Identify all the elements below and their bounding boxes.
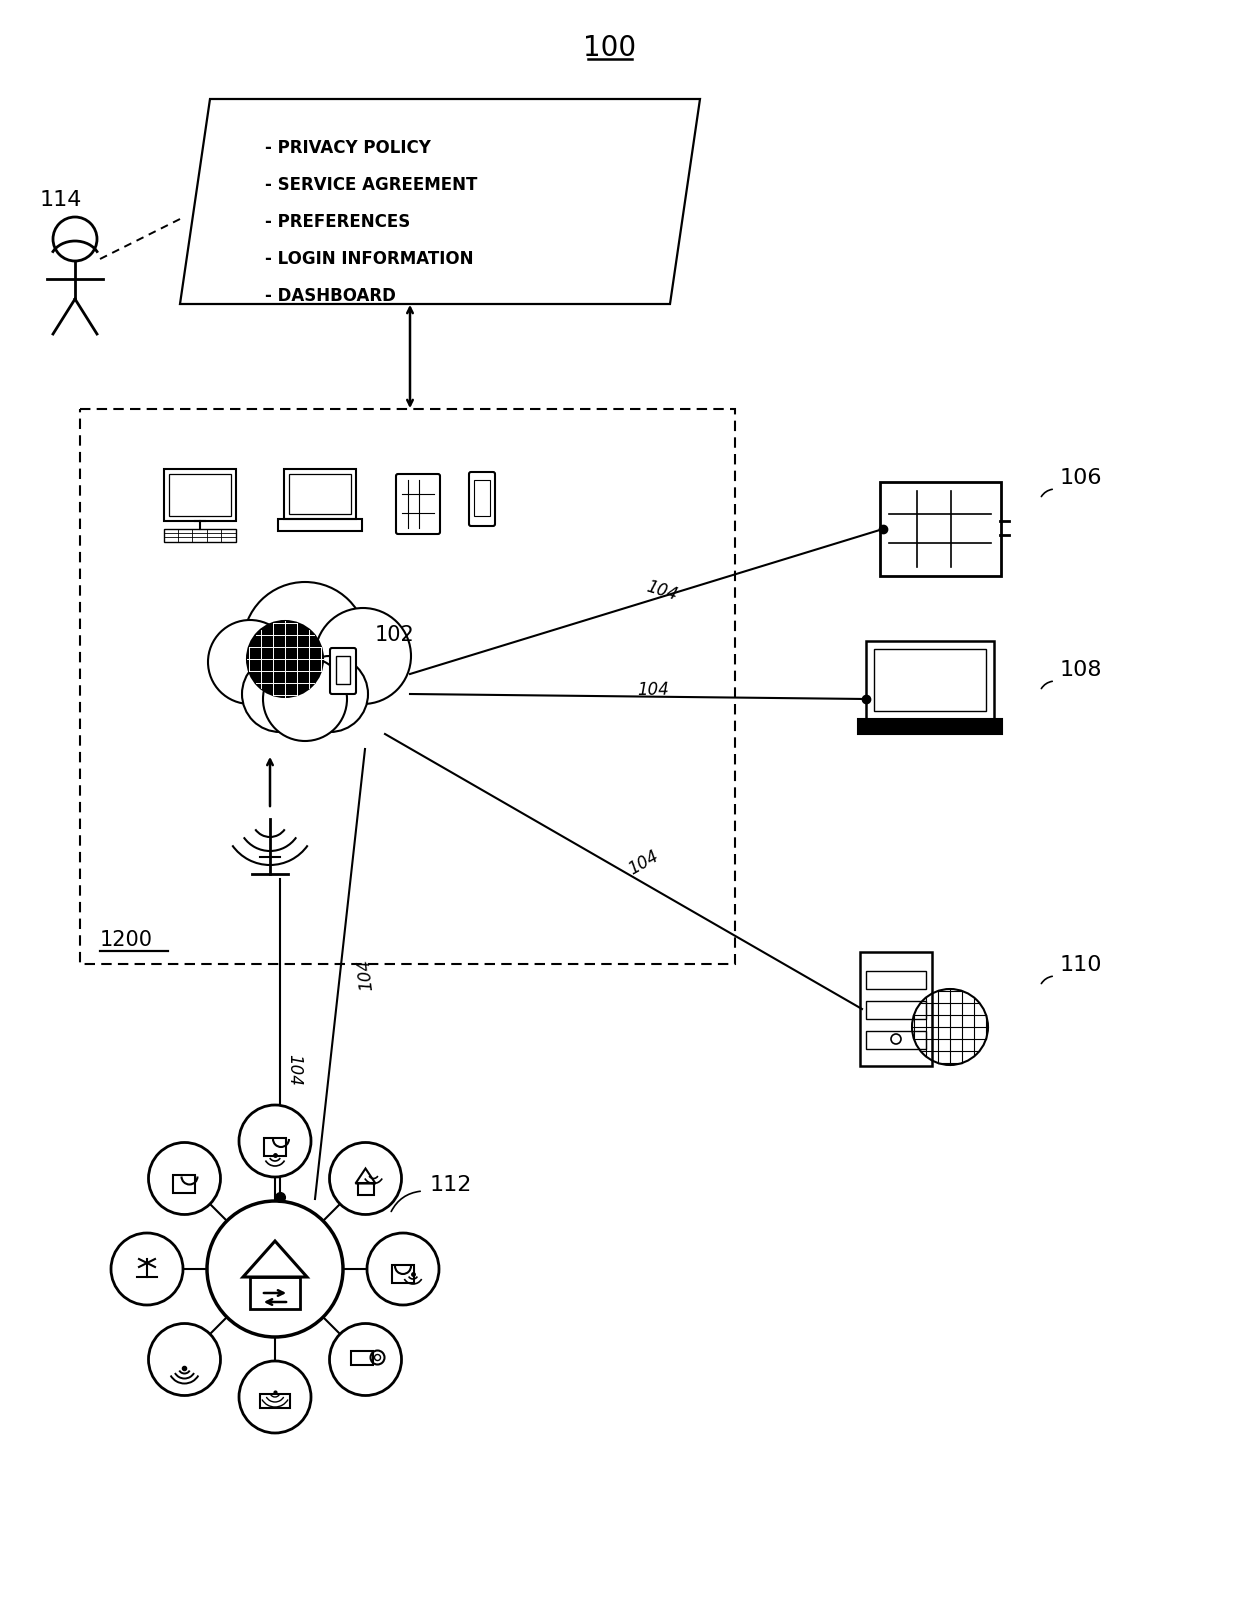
Text: 104: 104 bbox=[285, 1054, 303, 1085]
Text: 110: 110 bbox=[1060, 954, 1102, 975]
Circle shape bbox=[291, 657, 368, 733]
Text: - PRIVACY POLICY: - PRIVACY POLICY bbox=[265, 139, 430, 157]
Text: 104: 104 bbox=[637, 679, 670, 699]
Circle shape bbox=[112, 1233, 184, 1306]
FancyBboxPatch shape bbox=[858, 720, 1002, 734]
Text: 112: 112 bbox=[430, 1175, 472, 1194]
Circle shape bbox=[207, 1201, 343, 1336]
Text: 104: 104 bbox=[625, 846, 662, 878]
Circle shape bbox=[239, 1361, 311, 1433]
Text: 104: 104 bbox=[644, 576, 680, 604]
FancyBboxPatch shape bbox=[330, 649, 356, 694]
Circle shape bbox=[263, 657, 347, 741]
Circle shape bbox=[149, 1323, 221, 1396]
Circle shape bbox=[247, 621, 322, 697]
Text: - LOGIN INFORMATION: - LOGIN INFORMATION bbox=[265, 250, 474, 268]
Circle shape bbox=[242, 657, 317, 733]
Circle shape bbox=[149, 1143, 221, 1215]
Text: 100: 100 bbox=[584, 34, 636, 61]
Circle shape bbox=[243, 583, 367, 707]
Text: 102: 102 bbox=[374, 625, 414, 644]
Text: 106: 106 bbox=[1060, 468, 1102, 487]
Text: - SERVICE AGREEMENT: - SERVICE AGREEMENT bbox=[265, 176, 477, 194]
Circle shape bbox=[315, 608, 410, 705]
Text: - DASHBOARD: - DASHBOARD bbox=[265, 287, 396, 305]
Circle shape bbox=[208, 621, 291, 705]
Text: 104: 104 bbox=[355, 957, 376, 991]
Circle shape bbox=[330, 1143, 402, 1215]
Circle shape bbox=[239, 1106, 311, 1177]
Text: - PREFERENCES: - PREFERENCES bbox=[265, 213, 410, 231]
Text: 108: 108 bbox=[1060, 660, 1102, 679]
Text: 114: 114 bbox=[40, 190, 82, 210]
Circle shape bbox=[367, 1233, 439, 1306]
Text: 1200: 1200 bbox=[100, 930, 153, 949]
Circle shape bbox=[330, 1323, 402, 1396]
